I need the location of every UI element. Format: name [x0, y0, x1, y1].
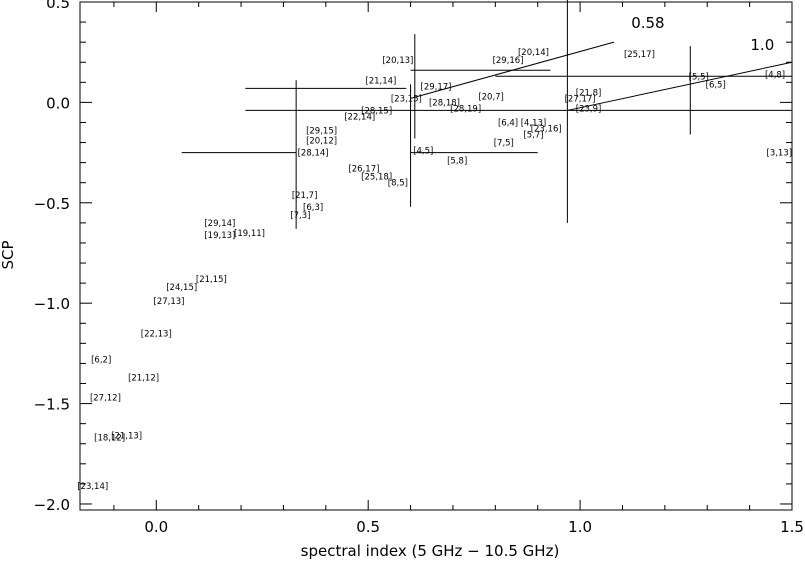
data-point-label: [29,16]: [493, 56, 524, 66]
data-point-label: [28,15]: [361, 106, 392, 116]
data-point-label: [20,7]: [478, 92, 504, 102]
data-point-label: [19,13]: [204, 231, 235, 241]
line-annotation: 0.58: [631, 14, 664, 32]
line-annotations-layer: 0.58 1.0: [631, 14, 774, 54]
axes-layer: 0.0 0.5 1.0 1.5 −2.0 −1.5 −1.0 −0.5 0.0 0.5: [34, 0, 804, 536]
data-point-label: [21,12]: [128, 373, 159, 383]
data-point-label: [23,16]: [531, 124, 562, 134]
y-tick-label: −2.0: [34, 496, 70, 514]
data-point-label: [8,5]: [388, 179, 408, 189]
fit-line: [567, 61, 793, 111]
data-point-label: [20,12]: [306, 137, 337, 147]
data-point-label: [28,18]: [429, 98, 460, 108]
data-point-label: [4,5]: [413, 147, 433, 157]
data-point-label: [7,3]: [290, 211, 310, 221]
data-point-label: [24,15]: [166, 283, 197, 293]
y-tick-label: −0.5: [34, 195, 70, 213]
data-point-label: [20,14]: [518, 48, 549, 58]
data-point-label: [22,14]: [344, 112, 375, 122]
y-tick-label: −1.5: [34, 396, 70, 414]
data-point-label: [29,15]: [306, 127, 337, 137]
data-point-label: [29,14]: [204, 219, 235, 229]
data-point-label: [27,17]: [565, 94, 596, 104]
data-point-label: [22,13]: [141, 329, 172, 339]
data-point-label: [28,14]: [298, 149, 329, 159]
data-point-label: [6,3]: [303, 203, 323, 213]
x-tick-label: 0.5: [356, 518, 380, 536]
y-tick-label: 0.0: [46, 94, 70, 112]
y-tick-label: −1.0: [34, 295, 70, 313]
point-labels-layer: [20,13] [29,16][20,14] [25,17] [21,14] [27,1…: [77, 48, 792, 492]
data-point-label: [21,13]: [111, 432, 142, 442]
data-point-label: [20,13]: [382, 56, 413, 66]
x-tick-label: 1.5: [780, 518, 804, 536]
data-point-label: [7,5]: [494, 139, 514, 149]
line-annotation: 1.0: [750, 36, 774, 54]
data-point-label: [6,5]: [706, 80, 726, 90]
data-point-label: [21,8]: [576, 88, 602, 98]
data-point-label: [5,7]: [523, 131, 543, 141]
data-point-label: [27,13]: [154, 297, 185, 307]
data-point-label: [25,18]: [361, 173, 392, 183]
data-point-label: [3,13]: [767, 149, 793, 159]
data-point-label: [29,17]: [421, 82, 452, 92]
data-point-label: [6,4]: [498, 118, 518, 128]
data-point-label: [23,15]: [391, 94, 422, 104]
data-point-label: [18,12]: [94, 434, 125, 444]
x-tick-label: 0.0: [144, 518, 168, 536]
x-axis-title: spectral index (5 GHz − 10.5 GHz): [301, 542, 560, 560]
data-point-label: [19,11]: [234, 229, 265, 239]
x-tick-label: 1.0: [568, 518, 592, 536]
plot-frame: [79, 1, 793, 511]
data-point-label: [26,17]: [348, 165, 379, 175]
data-point-label: [21,15]: [196, 275, 227, 285]
data-point-label: [28,19]: [450, 104, 481, 114]
data-point-label: [25,17]: [624, 50, 655, 60]
data-point-label: [4,8]: [765, 70, 785, 80]
data-point-label: [21,7]: [292, 191, 318, 201]
data-point-label: [21,14]: [365, 76, 396, 86]
data-point-label: [6,2]: [91, 355, 111, 365]
error-bars-layer: [181, 0, 792, 229]
data-point-label: [4,13]: [521, 118, 547, 128]
data-point-label: [5,5]: [689, 72, 709, 82]
y-tick-label: 0.5: [46, 0, 70, 12]
y-axis-title: SCP: [0, 240, 17, 269]
data-point-label: [23,14]: [77, 482, 108, 492]
data-point-label: [5,8]: [447, 157, 467, 167]
data-point-label: [27,12]: [90, 394, 121, 404]
data-point-label: [23,9]: [576, 104, 602, 114]
